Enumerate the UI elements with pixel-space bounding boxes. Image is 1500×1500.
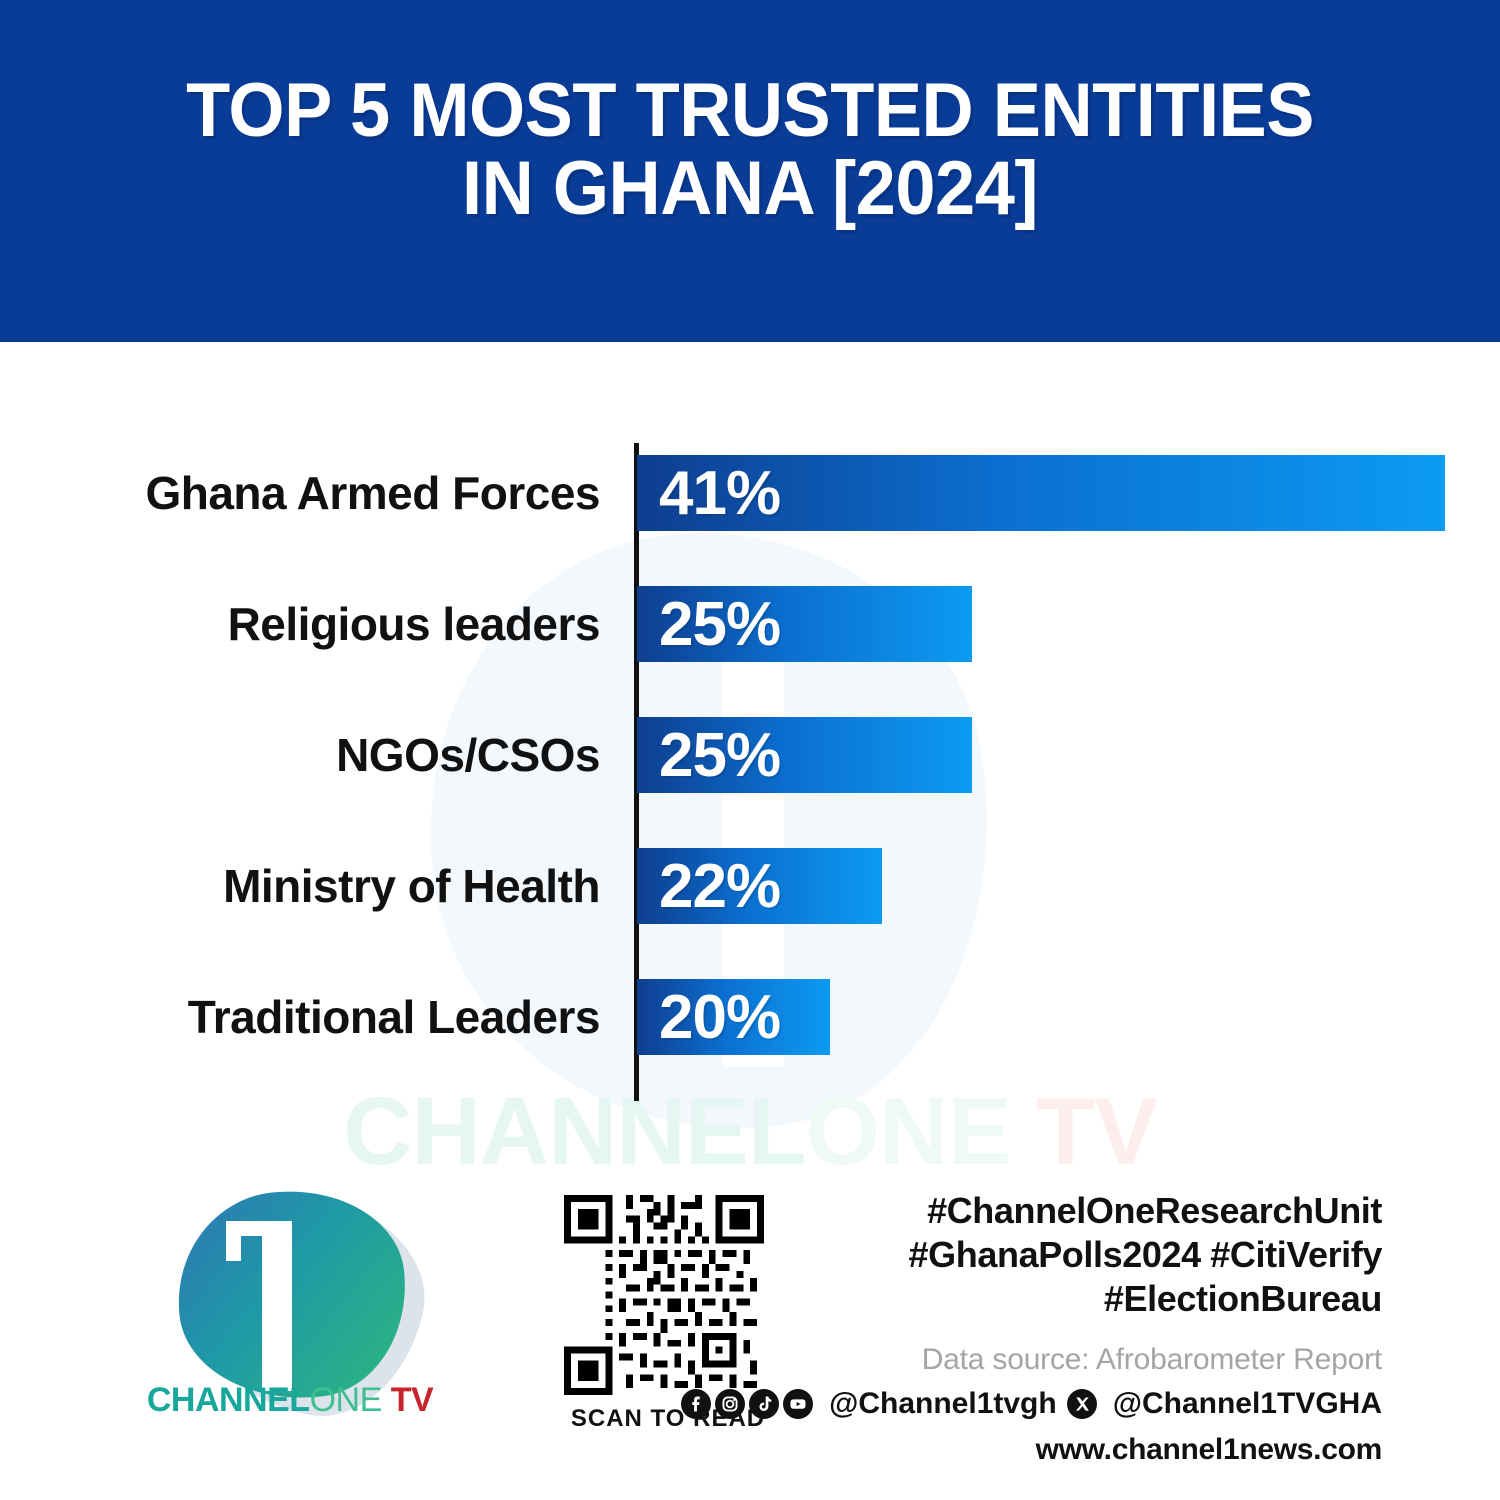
- footer-info-column: #ChannelOneResearchUnit #GhanaPolls2024 …: [681, 1189, 1383, 1467]
- logo-word-tv: TV: [381, 1381, 434, 1419]
- watermark-wordmark: CHANNELONE TV: [0, 1077, 1500, 1187]
- bar-category-label: Ministry of Health: [223, 860, 600, 912]
- tiktok-icon[interactable]: [749, 1388, 780, 1419]
- qr-code-icon[interactable]: [548, 1195, 780, 1395]
- bar-value-label: 22%: [659, 851, 781, 921]
- bar-category-label: NGOs/CSOs: [336, 729, 600, 781]
- bar-segment: 25%: [637, 717, 972, 793]
- watermark-word-channel: CHANNEL: [343, 1078, 806, 1185]
- social-handles-row: @Channel1tvgh @Channel1TVGHA: [681, 1386, 1382, 1421]
- bar-category-label: Traditional Leaders: [187, 991, 601, 1043]
- footer: CHANNELONE TV: [0, 1175, 1500, 1500]
- logo-wordmark: CHANNELONE TV: [130, 1381, 450, 1420]
- social-icons-group: [681, 1388, 814, 1419]
- bar-category-label: Religious leaders: [227, 598, 601, 650]
- table-row: NGOs/CSOs 25%: [0, 705, 1500, 805]
- table-row: Religious leaders 25%: [0, 574, 1500, 674]
- table-row: Traditional Leaders 20%: [0, 967, 1500, 1067]
- qr-code-block[interactable]: SCAN TO READ: [548, 1195, 788, 1433]
- bar-chart: Ghana Armed Forces 41% Religious leaders…: [0, 342, 1500, 1142]
- logo-word-one: ONE: [309, 1381, 383, 1419]
- website-url[interactable]: www.channel1news.com: [1035, 1432, 1383, 1466]
- x-twitter-icon[interactable]: [1066, 1388, 1097, 1419]
- channel-one-logo: CHANNELONE TV: [130, 1175, 450, 1435]
- bar-value-label: 25%: [659, 589, 781, 659]
- table-row: Ghana Armed Forces 41%: [0, 443, 1500, 543]
- facebook-icon[interactable]: [681, 1388, 712, 1419]
- watermark-word-tv: TV: [1010, 1078, 1158, 1185]
- logo-numeral-one-icon: [226, 1221, 318, 1391]
- header-banner: TOP 5 MOST TRUSTED ENTITIES IN GHANA [20…: [0, 0, 1500, 342]
- bar-segment: 25%: [637, 586, 972, 662]
- bar-segment: 41%: [637, 455, 1445, 531]
- bar-category-label: Ghana Armed Forces: [145, 467, 600, 519]
- hashtags: #ChannelOneResearchUnit #GhanaPolls2024 …: [908, 1190, 1383, 1319]
- social-handle-main[interactable]: @Channel1tvgh: [829, 1386, 1057, 1420]
- youtube-icon[interactable]: [783, 1388, 814, 1419]
- page-title: TOP 5 MOST TRUSTED ENTITIES IN GHANA [20…: [186, 68, 1314, 232]
- data-source-text: Data source: Afrobarometer Report: [921, 1342, 1382, 1376]
- table-row: Ministry of Health 22%: [0, 836, 1500, 936]
- bar-value-label: 25%: [659, 720, 781, 790]
- social-handle-x[interactable]: @Channel1TVGHA: [1112, 1386, 1382, 1420]
- watermark-word-one: ONE: [805, 1078, 1011, 1185]
- bar-segment: 22%: [637, 848, 882, 924]
- bar-value-label: 20%: [659, 982, 781, 1052]
- chart-axis-line: [634, 443, 639, 1101]
- logo-word-channel: CHANNEL: [146, 1381, 310, 1419]
- bar-value-label: 41%: [659, 458, 781, 528]
- instagram-icon[interactable]: [715, 1388, 746, 1419]
- bar-segment: 20%: [637, 979, 830, 1055]
